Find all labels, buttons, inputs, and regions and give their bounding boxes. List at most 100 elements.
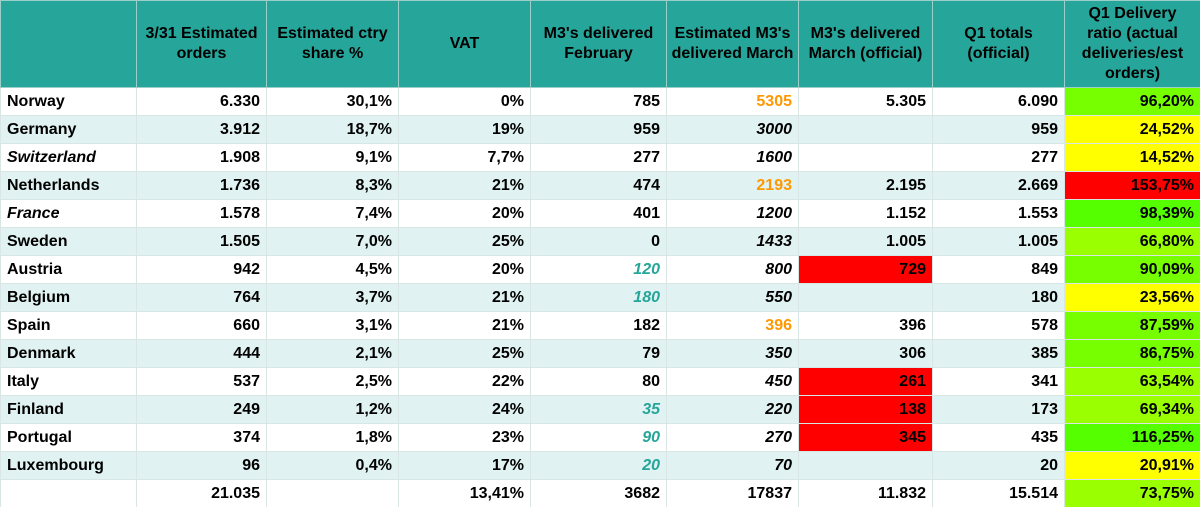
- cell-q1-total[interactable]: 435: [932, 423, 1065, 452]
- cell-feb[interactable]: 0: [530, 227, 667, 256]
- cell-q1-total[interactable]: 173: [932, 395, 1065, 424]
- cell-feb[interactable]: 79: [530, 339, 667, 368]
- cell-orders[interactable]: 1.736: [136, 171, 267, 200]
- cell-est-march[interactable]: 1600: [666, 143, 799, 172]
- total-march-official[interactable]: 11.832: [798, 479, 933, 507]
- cell-march-official[interactable]: [798, 451, 933, 480]
- cell-ratio[interactable]: 66,80%: [1064, 227, 1200, 256]
- cell-orders[interactable]: 942: [136, 255, 267, 284]
- cell-march-official[interactable]: [798, 143, 933, 172]
- cell-vat[interactable]: 17%: [398, 451, 531, 480]
- cell-vat[interactable]: 24%: [398, 395, 531, 424]
- cell-ratio[interactable]: 90,09%: [1064, 255, 1200, 284]
- cell-est-march[interactable]: 800: [666, 255, 799, 284]
- cell-est-march[interactable]: 550: [666, 283, 799, 312]
- cell-orders[interactable]: 537: [136, 367, 267, 396]
- cell-vat[interactable]: 20%: [398, 199, 531, 228]
- cell-q1-total[interactable]: 6.090: [932, 87, 1065, 116]
- cell-q1-total[interactable]: 1.005: [932, 227, 1065, 256]
- cell-est-march[interactable]: 5305: [666, 87, 799, 116]
- cell-march-official[interactable]: [798, 115, 933, 144]
- cell-vat[interactable]: 21%: [398, 283, 531, 312]
- cell-country[interactable]: Austria: [0, 255, 137, 284]
- cell-q1-total[interactable]: 959: [932, 115, 1065, 144]
- cell-march-official[interactable]: 729: [798, 255, 933, 284]
- cell-feb[interactable]: 35: [530, 395, 667, 424]
- cell-vat[interactable]: 0%: [398, 87, 531, 116]
- cell-q1-total[interactable]: 341: [932, 367, 1065, 396]
- cell-orders[interactable]: 444: [136, 339, 267, 368]
- cell-est-march[interactable]: 70: [666, 451, 799, 480]
- cell-country[interactable]: Belgium: [0, 283, 137, 312]
- cell-share[interactable]: 4,5%: [266, 255, 399, 284]
- cell-est-march[interactable]: 270: [666, 423, 799, 452]
- cell-share[interactable]: 7,0%: [266, 227, 399, 256]
- cell-march-official[interactable]: 345: [798, 423, 933, 452]
- cell-vat[interactable]: 7,7%: [398, 143, 531, 172]
- cell-march-official[interactable]: [798, 283, 933, 312]
- header-delivered-march-official[interactable]: M3's delivered March (official): [798, 0, 933, 88]
- cell-ratio[interactable]: 14,52%: [1064, 143, 1200, 172]
- cell-feb[interactable]: 20: [530, 451, 667, 480]
- cell-country[interactable]: Denmark: [0, 339, 137, 368]
- cell-march-official[interactable]: 396: [798, 311, 933, 340]
- cell-ratio[interactable]: 63,54%: [1064, 367, 1200, 396]
- header-country-share[interactable]: Estimated ctry share %: [266, 0, 399, 88]
- cell-vat[interactable]: 22%: [398, 367, 531, 396]
- cell-feb[interactable]: 182: [530, 311, 667, 340]
- cell-q1-total[interactable]: 20: [932, 451, 1065, 480]
- total-share[interactable]: [266, 479, 399, 507]
- cell-orders[interactable]: 6.330: [136, 87, 267, 116]
- cell-feb[interactable]: 90: [530, 423, 667, 452]
- cell-share[interactable]: 2,1%: [266, 339, 399, 368]
- cell-orders[interactable]: 96: [136, 451, 267, 480]
- cell-est-march[interactable]: 1200: [666, 199, 799, 228]
- cell-share[interactable]: 7,4%: [266, 199, 399, 228]
- cell-ratio[interactable]: 153,75%: [1064, 171, 1200, 200]
- total-q1-total[interactable]: 15.514: [932, 479, 1065, 507]
- header-estimated-orders[interactable]: 3/31 Estimated orders: [136, 0, 267, 88]
- cell-q1-total[interactable]: 578: [932, 311, 1065, 340]
- cell-country[interactable]: Germany: [0, 115, 137, 144]
- cell-orders[interactable]: 249: [136, 395, 267, 424]
- cell-share[interactable]: 30,1%: [266, 87, 399, 116]
- cell-share[interactable]: 1,2%: [266, 395, 399, 424]
- cell-est-march[interactable]: 3000: [666, 115, 799, 144]
- cell-q1-total[interactable]: 180: [932, 283, 1065, 312]
- cell-ratio[interactable]: 86,75%: [1064, 339, 1200, 368]
- cell-est-march[interactable]: 450: [666, 367, 799, 396]
- cell-ratio[interactable]: 116,25%: [1064, 423, 1200, 452]
- cell-feb[interactable]: 959: [530, 115, 667, 144]
- cell-feb[interactable]: 401: [530, 199, 667, 228]
- cell-march-official[interactable]: 138: [798, 395, 933, 424]
- cell-vat[interactable]: 25%: [398, 227, 531, 256]
- total-est-march[interactable]: 17837: [666, 479, 799, 507]
- cell-orders[interactable]: 1.505: [136, 227, 267, 256]
- header-q1-totals[interactable]: Q1 totals (official): [932, 0, 1065, 88]
- cell-country[interactable]: Spain: [0, 311, 137, 340]
- cell-vat[interactable]: 19%: [398, 115, 531, 144]
- cell-orders[interactable]: 374: [136, 423, 267, 452]
- cell-q1-total[interactable]: 1.553: [932, 199, 1065, 228]
- cell-march-official[interactable]: 1.152: [798, 199, 933, 228]
- cell-share[interactable]: 9,1%: [266, 143, 399, 172]
- cell-country[interactable]: Finland: [0, 395, 137, 424]
- header-country[interactable]: [0, 0, 137, 88]
- cell-q1-total[interactable]: 849: [932, 255, 1065, 284]
- cell-march-official[interactable]: 1.005: [798, 227, 933, 256]
- cell-q1-total[interactable]: 277: [932, 143, 1065, 172]
- cell-country[interactable]: Norway: [0, 87, 137, 116]
- cell-q1-total[interactable]: 2.669: [932, 171, 1065, 200]
- cell-ratio[interactable]: 96,20%: [1064, 87, 1200, 116]
- cell-orders[interactable]: 1.578: [136, 199, 267, 228]
- cell-vat[interactable]: 20%: [398, 255, 531, 284]
- cell-vat[interactable]: 21%: [398, 311, 531, 340]
- header-estimated-delivered-march[interactable]: Estimated M3's delivered March: [666, 0, 799, 88]
- total-orders[interactable]: 21.035: [136, 479, 267, 507]
- cell-share[interactable]: 3,7%: [266, 283, 399, 312]
- cell-vat[interactable]: 25%: [398, 339, 531, 368]
- cell-est-march[interactable]: 1433: [666, 227, 799, 256]
- cell-orders[interactable]: 1.908: [136, 143, 267, 172]
- cell-est-march[interactable]: 220: [666, 395, 799, 424]
- cell-ratio[interactable]: 69,34%: [1064, 395, 1200, 424]
